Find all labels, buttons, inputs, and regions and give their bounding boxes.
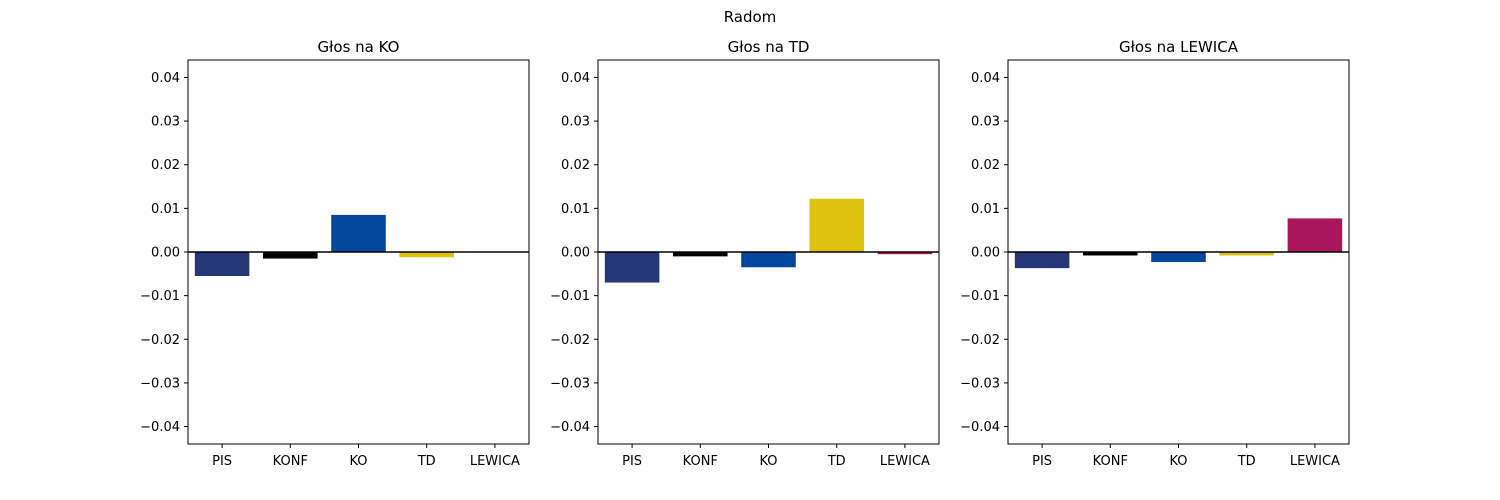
subplot-2: Głos na TD −0.04 −0.03 −0.02 −0.01 0.00 0.01 0.… [550, 38, 940, 469]
y-tick-label: −0.03 [140, 376, 180, 391]
bar-pis [1014, 252, 1070, 269]
figure-title: Radom [724, 8, 777, 26]
y-tick-label: 0.03 [561, 115, 590, 130]
y-tick-label: 0.01 [561, 202, 590, 217]
bar-td [1219, 252, 1274, 256]
x-tick-label: TD [827, 454, 846, 469]
x-tick-label: TD [1237, 454, 1256, 469]
y-tick-label: −0.03 [550, 376, 590, 391]
subplot-title: Głos na LEWICA [1119, 38, 1239, 56]
x-tick-label: LEWICA [880, 454, 930, 469]
y-tick-label: 0.01 [151, 202, 180, 217]
bar-lewica [1287, 218, 1343, 252]
subplot-1: Głos na KO −0.04 −0.03 −0.02 −0.01 0.00 0.01 0.… [140, 38, 530, 469]
y-tick-label: 0.02 [971, 158, 1000, 173]
x-tick-label: KONF [1093, 454, 1128, 469]
y-tick-label: −0.04 [550, 420, 590, 435]
bar-ko [741, 252, 796, 268]
x-tick-label: TD [417, 454, 436, 469]
x-tick-label: KONF [273, 454, 308, 469]
y-tick-label: −0.02 [960, 333, 1000, 348]
y-tick-label: 0.02 [561, 158, 590, 173]
y-tick-label: 0.04 [561, 71, 590, 86]
x-tick-label: PIS [1032, 454, 1052, 469]
bar-konf [263, 252, 318, 259]
y-tick-label: −0.04 [960, 420, 1000, 435]
y-tick-label: 0.04 [971, 71, 1000, 86]
y-tick-label: 0.02 [151, 158, 180, 173]
y-tick-label: −0.02 [550, 333, 590, 348]
x-tick-label: KO [1169, 454, 1187, 469]
bar-lewica [877, 252, 933, 255]
bar-td [809, 198, 864, 252]
x-tick-label: PIS [212, 454, 232, 469]
y-tick-label: −0.01 [550, 289, 590, 304]
bar-konf [1083, 252, 1138, 256]
y-tick-label: 0.03 [151, 115, 180, 130]
y-tick-label: −0.01 [960, 289, 1000, 304]
bar-pis [604, 252, 660, 283]
y-tick-label: −0.02 [140, 333, 180, 348]
y-tick-label: −0.04 [140, 420, 180, 435]
x-tick-label: PIS [622, 454, 642, 469]
x-tick-label: LEWICA [1290, 454, 1340, 469]
subplot-title: Głos na TD [728, 38, 810, 56]
bar-td [399, 252, 454, 258]
y-tick-label: 0.00 [561, 246, 590, 261]
y-tick-label: −0.01 [140, 289, 180, 304]
bar-ko [1151, 252, 1206, 263]
x-tick-label: KO [349, 454, 367, 469]
y-tick-label: 0.01 [971, 202, 1000, 217]
y-tick-label: 0.00 [971, 246, 1000, 261]
x-tick-label: LEWICA [470, 454, 520, 469]
x-tick-label: KO [759, 454, 777, 469]
y-tick-label: 0.03 [971, 115, 1000, 130]
y-tick-label: 0.00 [151, 246, 180, 261]
subplot-3: Głos na LEWICA −0.04 −0.03 −0.02 −0.01 0.00 0.… [960, 38, 1350, 469]
subplots: Głos na KO −0.04 −0.03 −0.02 −0.01 0.00 0.01 0.… [140, 38, 1350, 469]
y-tick-label: −0.03 [960, 376, 1000, 391]
bar-konf [673, 252, 728, 257]
bar-ko [331, 214, 386, 252]
x-tick-label: KONF [683, 454, 718, 469]
subplot-title: Głos na KO [318, 38, 400, 56]
bar-pis [194, 252, 250, 276]
y-tick-label: 0.04 [151, 71, 180, 86]
